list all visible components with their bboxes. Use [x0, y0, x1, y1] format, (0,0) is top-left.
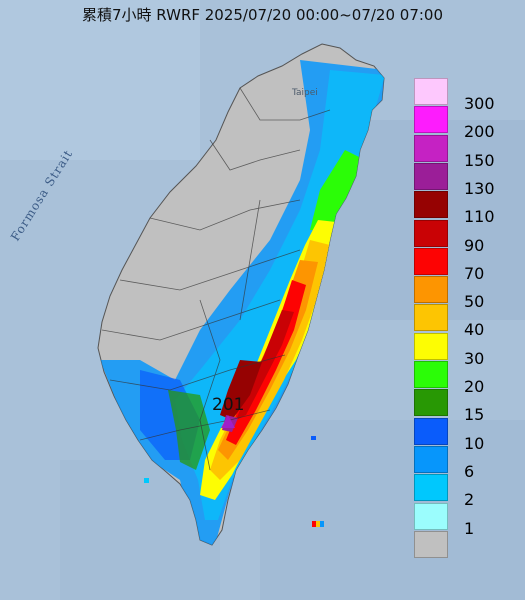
legend-label: 15 [464, 405, 485, 425]
legend-swatch [414, 332, 448, 360]
legend-label: 30 [464, 348, 485, 368]
legend-swatch [414, 219, 448, 247]
legend-label: 300 [464, 94, 495, 113]
legend-swatch [414, 134, 448, 162]
legend-swatch [414, 191, 448, 219]
county-boundaries [101, 87, 331, 471]
legend-swatch [414, 304, 448, 332]
legend-swatch [414, 276, 448, 304]
islet-marks [144, 436, 324, 527]
legend-label: 50 [464, 292, 485, 312]
max-rainfall-value: 201 [212, 395, 245, 415]
legend-label: 110 [464, 207, 495, 227]
city-label-taipei: Taipei [292, 88, 318, 98]
legend-swatch [414, 389, 448, 417]
legend-swatch [414, 445, 448, 473]
legend-swatch [414, 530, 448, 558]
legend-label: 90 [464, 235, 485, 255]
legend-label: 2 [464, 490, 475, 510]
legend-label: 200 [464, 122, 495, 142]
legend-swatch [414, 162, 448, 190]
legend-label: 70 [464, 263, 485, 283]
legend-swatch [414, 78, 448, 105]
legend-label: 150 [464, 150, 495, 170]
legend-label: 6 [464, 461, 475, 481]
legend-swatch [414, 502, 448, 530]
legend-swatch [414, 361, 448, 388]
legend-swatch [414, 417, 448, 445]
legend-label: 130 [464, 178, 495, 198]
legend-label: 10 [464, 433, 485, 453]
legend-swatch [414, 474, 448, 502]
map-title: 累積7小時 RWRF 2025/07/20 00:00~07/20 07:00 [81, 6, 444, 24]
max-rainfall-marker-icon [221, 415, 235, 428]
legend-swatch [414, 106, 448, 134]
legend-label: 1 [464, 518, 475, 538]
legend-label: 20 [464, 377, 485, 396]
legend-swatch [414, 247, 448, 275]
legend-label: 40 [464, 320, 485, 340]
